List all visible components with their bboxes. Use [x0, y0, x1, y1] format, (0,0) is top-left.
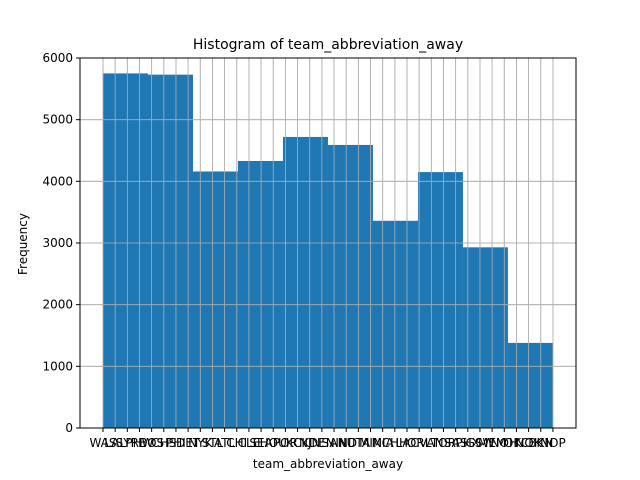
x-tick-label: SYR — [116, 436, 139, 450]
histogram-bar-7 — [372, 220, 418, 428]
x-tick-label: NOP — [540, 436, 566, 450]
x-tick-label: MIN — [359, 436, 382, 450]
x-tick-label: TOR — [430, 436, 456, 450]
x-tick-label: UTA — [347, 436, 371, 450]
y-tick-label: 6000 — [42, 51, 73, 65]
x-tick-label: HOU — [260, 436, 287, 450]
x-tick-label: LAC — [395, 436, 418, 450]
y-axis-label: Frequency — [16, 213, 30, 275]
histogram-bar-8 — [417, 172, 463, 428]
x-axis-ticks: WASLALSYRPHWBOSCHSPHIDETNYKSTLATLCHICLES… — [89, 428, 566, 450]
x-tick-label: BKN — [528, 436, 553, 450]
x-tick-label: SAS — [444, 436, 468, 450]
x-tick-label: CHH — [382, 436, 408, 450]
x-tick-label: WAS — [89, 436, 116, 450]
x-tick-label: CHI — [226, 436, 247, 450]
y-tick-label: 3000 — [42, 236, 73, 250]
histogram-bar-2 — [147, 74, 193, 429]
x-tick-label: LAL — [104, 436, 126, 450]
y-tick-label: 1000 — [42, 359, 73, 373]
x-tick-label: SAN — [322, 436, 347, 450]
histogram-bar-10 — [507, 342, 553, 428]
y-axis-ticks: 0 1000 2000 3000 4000 5000 6000 — [42, 51, 80, 435]
chart-title: Histogram of team_abbreviation_away — [193, 37, 463, 53]
x-tick-label: DEN — [309, 436, 335, 450]
x-tick-label: GSW — [466, 436, 495, 450]
x-tick-label: OKC — [504, 436, 529, 450]
x-tick-label: KCK — [286, 436, 311, 450]
x-tick-label: POR — [273, 436, 298, 450]
y-tick-label: 2000 — [42, 298, 73, 312]
histogram-bar-5 — [282, 136, 328, 428]
x-tick-label: PHW — [125, 436, 153, 450]
x-tick-label: NYK — [188, 436, 213, 450]
x-tick-label: PHI — [166, 436, 186, 450]
x-tick-label: MEM — [478, 436, 506, 450]
x-tick-label: ORL — [407, 436, 432, 450]
y-tick-label: 0 — [65, 421, 73, 435]
x-tick-label: NJN — [299, 436, 321, 450]
x-tick-label: DET — [176, 436, 201, 450]
x-tick-label: CLE — [238, 436, 261, 450]
x-tick-label: VAN — [419, 436, 444, 450]
histogram-bar-3 — [192, 171, 238, 428]
y-tick-label: 5000 — [42, 113, 73, 127]
x-tick-label: MIA — [372, 436, 395, 450]
histogram-bar-4 — [237, 160, 283, 428]
x-tick-label: BOS — [139, 436, 164, 450]
x-tick-label: STL — [202, 436, 224, 450]
histogram-bars — [103, 73, 553, 429]
histogram-bar-1 — [103, 73, 148, 429]
x-tick-label: ATL — [214, 436, 236, 450]
x-axis-label: team_abbreviation_away — [253, 457, 403, 471]
x-tick-label: NOK — [515, 436, 542, 450]
histogram-bar-6 — [327, 144, 373, 428]
y-tick-label: 4000 — [42, 174, 73, 188]
histogram-bar-9 — [462, 247, 508, 428]
x-tick-label: SEA — [249, 436, 273, 450]
x-tick-label: CHS — [151, 436, 176, 450]
x-tick-label: NOH — [491, 436, 518, 450]
x-tick-label: PHX — [456, 436, 480, 450]
x-tick-label: IND — [335, 436, 357, 450]
